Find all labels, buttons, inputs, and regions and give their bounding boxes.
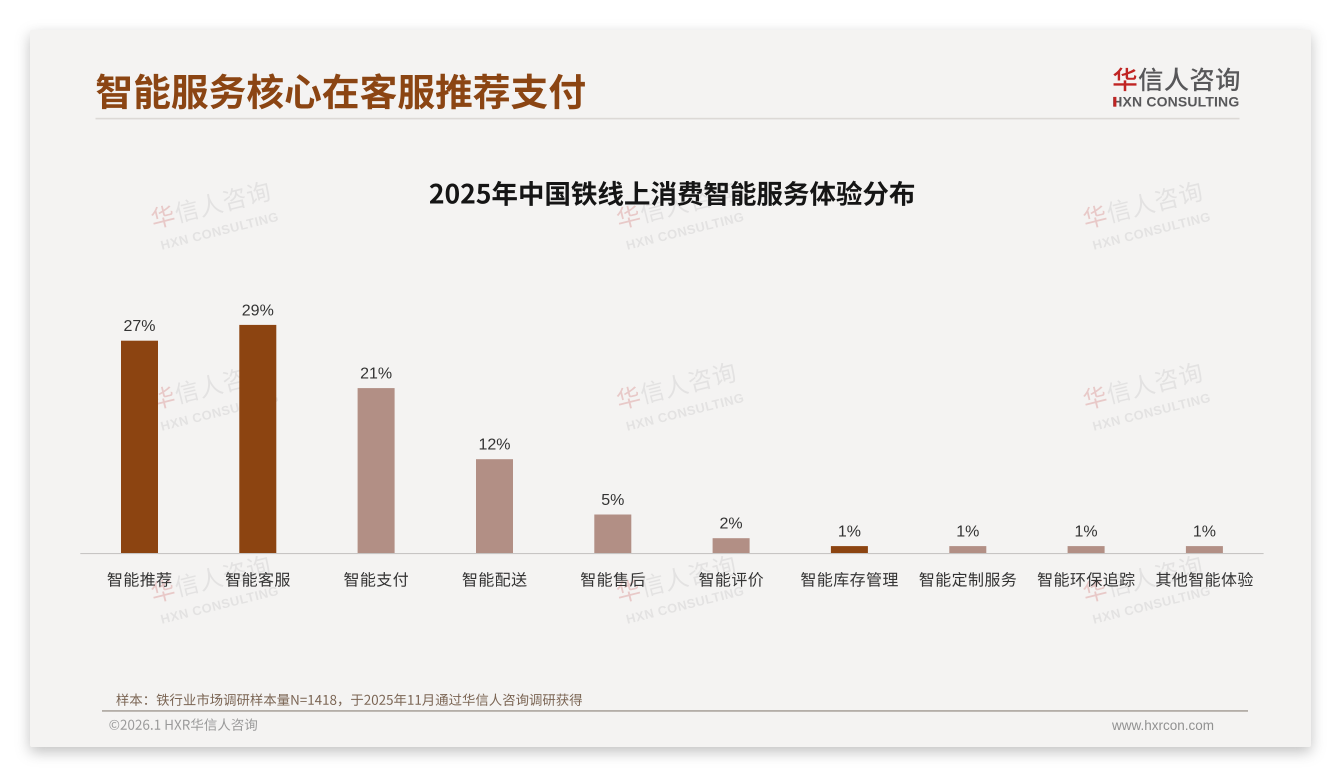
svg-text:www.hxrcon.com: www.hxrcon.com <box>1111 718 1214 733</box>
svg-text:2%: 2% <box>720 516 743 533</box>
svg-text:1%: 1% <box>1075 524 1098 541</box>
svg-text:5%: 5% <box>601 492 624 509</box>
svg-text:27%: 27% <box>123 318 155 335</box>
svg-text:1%: 1% <box>838 524 861 541</box>
svg-text:HXN CONSULTING: HXN CONSULTING <box>1112 94 1239 110</box>
svg-text:12%: 12% <box>478 437 510 454</box>
svg-text:21%: 21% <box>360 366 392 383</box>
svg-text:29%: 29% <box>242 302 274 319</box>
svg-text:1%: 1% <box>1193 524 1216 541</box>
svg-text:1%: 1% <box>956 524 979 541</box>
